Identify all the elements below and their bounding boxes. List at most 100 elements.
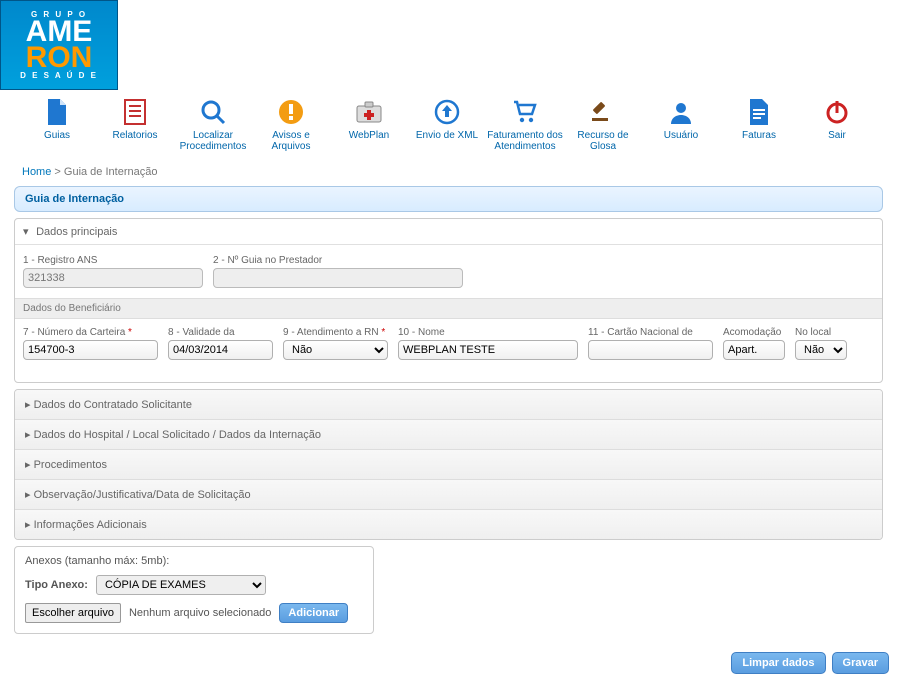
accordion-header-dados-principais[interactable]: ▾ Dados principais (15, 219, 882, 245)
accordion-header-hospital-internacao[interactable]: ▸ Dados do Hospital / Local Solicitado /… (15, 419, 882, 449)
breadcrumb-sep: > (54, 166, 63, 178)
field-numero-guia: 2 - Nº Guia no Prestador (213, 255, 463, 288)
breadcrumb-home[interactable]: Home (22, 166, 51, 178)
select-atendimento-rn[interactable]: Não (283, 340, 388, 360)
field-validade: 8 - Validade da (168, 327, 273, 360)
input-numero-carteira[interactable] (23, 340, 158, 360)
input-nome[interactable] (398, 340, 578, 360)
footer-actions: Limpar dados Gravar (0, 634, 897, 682)
add-attachment-button[interactable]: Adicionar (279, 603, 348, 623)
page-title: Guia de Internação (14, 186, 883, 212)
save-button[interactable]: Gravar (832, 652, 889, 674)
nav-webplan[interactable]: WebPlan (330, 98, 408, 152)
accordion-main: ▾ Dados principais 1 - Registro ANS 2 - … (14, 218, 883, 383)
nav-guias[interactable]: Guias (18, 98, 96, 152)
input-cartao-nacional[interactable] (588, 340, 713, 360)
attachments-heading: Anexos (tamanho máx: 5mb): (25, 555, 363, 567)
nav-label: Relatorios (112, 130, 157, 141)
accordion-body-dados-principais: 1 - Registro ANS 2 - Nº Guia no Prestado… (15, 245, 882, 382)
chevron-right-icon: ▸ (25, 489, 31, 501)
alert-icon (277, 98, 305, 126)
invoice-icon (745, 98, 773, 126)
nav-label: Usuário (664, 130, 698, 141)
field-atendimento-rn: 9 - Atendimento a RN * Não (283, 327, 388, 360)
label-registro-ans: 1 - Registro ANS (23, 255, 203, 266)
chevron-right-icon: ▸ (25, 519, 31, 531)
search-icon (199, 98, 227, 126)
select-tipo-anexo[interactable]: CÓPIA DE EXAMES (96, 575, 266, 595)
accordion-collapsed-group: ▸ Dados do Contratado Solicitante ▸ Dado… (14, 389, 883, 540)
label-numero-carteira: 7 - Número da Carteira * (23, 327, 158, 338)
breadcrumb: Home > Guia de Internação (0, 152, 897, 182)
accordion-title: Dados do Contratado Solicitante (34, 399, 192, 411)
field-cartao-nacional: 11 - Cartão Nacional de (588, 327, 713, 360)
accordion-title: Procedimentos (34, 459, 107, 471)
medkit-icon (355, 98, 383, 126)
input-acomodacao[interactable] (723, 340, 785, 360)
nav-sair[interactable]: Sair (798, 98, 876, 152)
nav-label: Localizar Procedimentos (174, 130, 252, 152)
nav-faturas[interactable]: Faturas (720, 98, 798, 152)
input-registro-ans (23, 268, 203, 288)
chevron-right-icon: ▸ (25, 429, 31, 441)
gavel-icon (589, 98, 617, 126)
nav-label: Avisos e Arquivos (252, 130, 330, 152)
accordion-header-procedimentos[interactable]: ▸ Procedimentos (15, 449, 882, 479)
label-numero-guia: 2 - Nº Guia no Prestador (213, 255, 463, 266)
label-atendimento-rn: 9 - Atendimento a RN * (283, 327, 388, 338)
accordion-title: Dados principais (36, 226, 117, 238)
chevron-right-icon: ▸ (25, 459, 31, 471)
label-acomodacao: Acomodação (723, 327, 785, 338)
logo-sub: D E S A Ú D E (20, 71, 98, 80)
nav-recurso-glosa[interactable]: Recurso de Glosa (564, 98, 642, 152)
field-no-local: No local Não (795, 327, 847, 360)
field-registro-ans: 1 - Registro ANS (23, 255, 203, 288)
nav-label: WebPlan (349, 130, 389, 141)
field-numero-carteira: 7 - Número da Carteira * (23, 327, 158, 360)
nav-label: Recurso de Glosa (564, 130, 642, 152)
nav-avisos-arquivos[interactable]: Avisos e Arquivos (252, 98, 330, 152)
brand-logo: G R U P O AME RON D E S A Ú D E (0, 0, 118, 90)
clear-button[interactable]: Limpar dados (731, 652, 825, 674)
nav-label: Envio de XML (416, 130, 478, 141)
nav-usuario[interactable]: Usuário (642, 98, 720, 152)
breadcrumb-current: Guia de Internação (64, 166, 158, 178)
input-numero-guia (213, 268, 463, 288)
choose-file-button[interactable]: Escolher arquivo (25, 603, 121, 623)
field-nome: 10 - Nome (398, 327, 578, 360)
input-validade[interactable] (168, 340, 273, 360)
accordion-header-informacoes-adicionais[interactable]: ▸ Informações Adicionais (15, 509, 882, 539)
file-icon (43, 98, 71, 126)
tipo-anexo-label: Tipo Anexo: (25, 579, 88, 591)
logo-big2: RON (26, 45, 93, 71)
nav-label: Guias (44, 130, 70, 141)
nav-faturamento-atendimentos[interactable]: Faturamento dos Atendimentos (486, 98, 564, 152)
upload-icon (433, 98, 461, 126)
power-icon (823, 98, 851, 126)
nav-label: Sair (828, 130, 846, 141)
field-acomodacao: Acomodação (723, 327, 785, 360)
nav-label: Faturamento dos Atendimentos (486, 130, 564, 152)
report-icon (121, 98, 149, 126)
no-file-text: Nenhum arquivo selecionado (129, 607, 271, 619)
label-cartao-nacional: 11 - Cartão Nacional de (588, 327, 713, 338)
select-no-local[interactable]: Não (795, 340, 847, 360)
accordion-title: Dados do Hospital / Local Solicitado / D… (34, 429, 321, 441)
nav-label: Faturas (742, 130, 776, 141)
label-validade: 8 - Validade da (168, 327, 273, 338)
accordion-header-observacao[interactable]: ▸ Observação/Justificativa/Data de Solic… (15, 479, 882, 509)
user-icon (667, 98, 695, 126)
chevron-down-icon: ▾ (23, 225, 33, 238)
accordion-header-contratado-solicitante[interactable]: ▸ Dados do Contratado Solicitante (15, 390, 882, 419)
accordion-title: Observação/Justificativa/Data de Solicit… (34, 489, 251, 501)
label-no-local: No local (795, 327, 847, 338)
nav-envio-xml[interactable]: Envio de XML (408, 98, 486, 152)
nav-localizar-procedimentos[interactable]: Localizar Procedimentos (174, 98, 252, 152)
cart-icon (511, 98, 539, 126)
nav-relatorios[interactable]: Relatorios (96, 98, 174, 152)
chevron-right-icon: ▸ (25, 399, 31, 411)
accordion-title: Informações Adicionais (34, 519, 147, 531)
subheader-beneficiario: Dados do Beneficiário (15, 298, 882, 319)
top-nav: Guias Relatorios Localizar Procedimentos… (0, 90, 897, 152)
attachments-panel: Anexos (tamanho máx: 5mb): Tipo Anexo: C… (14, 546, 374, 634)
